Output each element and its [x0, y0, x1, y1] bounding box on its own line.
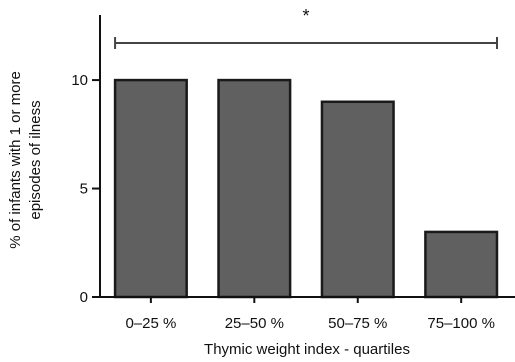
x-tick-label: 25–50 %: [225, 315, 284, 332]
y-axis-title-line-1: % of infants with 1 or more: [7, 71, 24, 249]
x-axis-tick-labels: 0–25 % 25–50 % 50–75 % 75–100 %: [125, 297, 495, 332]
bar: [424, 230, 499, 299]
significance-star: *: [303, 6, 310, 26]
x-axis-title: Thymic weight index - quartiles: [204, 341, 410, 358]
bar: [217, 78, 292, 299]
x-tick-label: 0–25 %: [125, 315, 176, 332]
bars-group: [113, 78, 499, 299]
bar: [113, 78, 188, 299]
y-axis-title-line-2: episodes of ilness: [27, 100, 44, 219]
y-axis-title: % of infants with 1 or more episodes of …: [7, 71, 44, 249]
x-tick-label: 75–100 %: [427, 315, 495, 332]
x-tick-label: 50–75 %: [328, 315, 387, 332]
bar: [320, 100, 395, 299]
y-axis-ticks: 0 5 10: [71, 72, 100, 306]
y-tick-label: 0: [80, 289, 88, 306]
y-tick-label: 10: [71, 72, 88, 89]
y-tick-label: 5: [80, 181, 88, 198]
significance-bracket: *: [114, 6, 498, 49]
